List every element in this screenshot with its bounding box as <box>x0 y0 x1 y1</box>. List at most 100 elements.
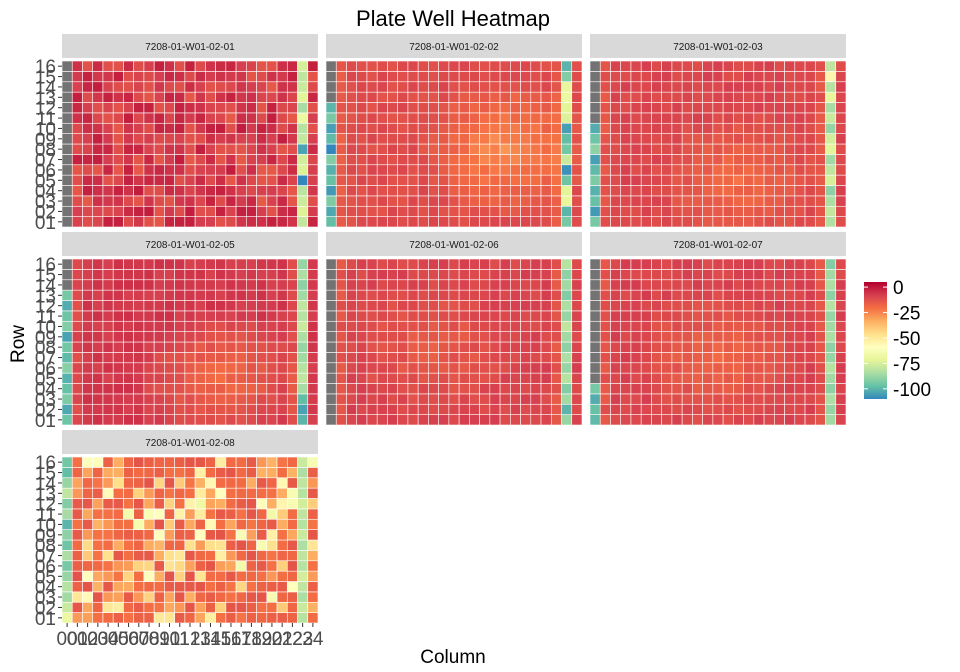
heatmap-cell <box>825 310 837 322</box>
heatmap-cell <box>681 60 693 72</box>
heatmap-cell <box>835 320 847 332</box>
heatmap-cell <box>712 112 724 124</box>
heatmap-cell <box>825 174 837 186</box>
heatmap-cell <box>123 539 134 551</box>
heatmap-cell <box>215 539 227 551</box>
heatmap-cell <box>599 414 611 426</box>
heatmap-cell <box>235 102 247 114</box>
heatmap-cell <box>215 601 227 613</box>
heatmap-cell <box>102 331 114 343</box>
heatmap-cell <box>246 122 257 134</box>
heatmap-cell <box>307 372 319 384</box>
heatmap-cell <box>489 60 501 72</box>
heatmap-cell <box>235 467 247 479</box>
heatmap-cell <box>438 320 450 332</box>
heatmap-cell <box>702 122 714 134</box>
heatmap-cell <box>397 81 409 93</box>
legend-tick-label: -50 <box>893 329 920 350</box>
heatmap-cell <box>194 102 206 114</box>
heatmap-cell <box>102 279 114 291</box>
y-tick-label: 04 <box>35 182 57 203</box>
heatmap-cell <box>479 174 491 186</box>
heatmap-cell <box>143 143 155 155</box>
heatmap-cell <box>640 393 652 405</box>
heatmap-cell <box>307 362 319 374</box>
heatmap-cell <box>458 362 470 374</box>
heatmap-cell <box>387 133 398 145</box>
heatmap-cell <box>102 456 114 468</box>
heatmap-cell <box>356 393 368 405</box>
heatmap-cell <box>774 205 785 217</box>
heatmap-cell <box>143 310 155 322</box>
heatmap-cell <box>428 143 439 155</box>
heatmap-cell <box>428 341 439 353</box>
heatmap-cell <box>174 612 186 624</box>
heatmap-cell <box>376 320 388 332</box>
heatmap-cell <box>276 60 288 72</box>
heatmap-cell <box>174 550 186 562</box>
heatmap-cell <box>784 133 796 145</box>
heatmap-cell <box>671 352 683 364</box>
heatmap-cell <box>205 570 216 582</box>
heatmap-cell <box>702 372 714 384</box>
heatmap-cell <box>599 102 611 114</box>
heatmap-cell <box>276 362 288 374</box>
heatmap-cell <box>733 174 744 186</box>
heatmap-cell <box>630 174 642 186</box>
heatmap-cell <box>561 289 573 301</box>
heatmap-cell <box>520 310 532 322</box>
heatmap-cell <box>540 154 552 166</box>
heatmap-cell <box>671 164 683 176</box>
heatmap-cell <box>184 195 196 207</box>
heatmap-cell <box>510 91 521 103</box>
heatmap-cell <box>174 195 186 207</box>
heatmap-cell <box>804 81 816 93</box>
heatmap-cell <box>184 122 196 134</box>
heatmap-cell <box>571 164 583 176</box>
heatmap-cell <box>133 570 145 582</box>
heatmap-cell <box>835 279 847 291</box>
heatmap-cell <box>266 81 278 93</box>
heatmap-cell <box>835 383 847 395</box>
heatmap-cell <box>489 403 501 415</box>
heatmap-cell <box>702 81 714 93</box>
heatmap-cell <box>164 174 175 186</box>
heatmap-cell <box>438 383 450 395</box>
heatmap-cell <box>589 195 601 207</box>
facet-label: 7208-01-W01-02-01 <box>145 42 235 53</box>
heatmap-cell <box>235 331 247 343</box>
heatmap-cell <box>825 71 837 83</box>
heatmap-cell <box>640 102 652 114</box>
heatmap-cell <box>712 300 724 312</box>
heatmap-cell <box>194 331 206 343</box>
heatmap-cell <box>620 414 632 426</box>
heatmap-cell <box>835 112 847 124</box>
heatmap-cell <box>397 133 409 145</box>
heatmap-cell <box>346 341 358 353</box>
heatmap-cell <box>661 143 673 155</box>
heatmap-cell <box>530 258 542 270</box>
heatmap-cell <box>82 341 94 353</box>
heatmap-cell <box>469 112 480 124</box>
heatmap-cell <box>266 279 278 291</box>
heatmap-cell <box>297 174 309 186</box>
heatmap-cell <box>143 362 155 374</box>
heatmap-cell <box>753 133 765 145</box>
heatmap-cell <box>215 529 227 541</box>
heatmap-cell <box>712 143 724 155</box>
heatmap-cell <box>794 154 806 166</box>
heatmap-cell <box>194 393 206 405</box>
heatmap-cell <box>784 60 796 72</box>
heatmap-cell <box>153 518 165 530</box>
heatmap-cell <box>763 258 775 270</box>
heatmap-cell <box>397 174 409 186</box>
heatmap-cell <box>550 216 562 228</box>
heatmap-cell <box>335 372 347 384</box>
heatmap-cell <box>540 185 552 197</box>
heatmap-cell <box>215 403 227 415</box>
heatmap-cell <box>692 91 703 103</box>
heatmap-cell <box>307 518 319 530</box>
heatmap-cell <box>469 174 480 186</box>
heatmap-cell <box>184 60 196 72</box>
heatmap-cell <box>153 403 165 415</box>
